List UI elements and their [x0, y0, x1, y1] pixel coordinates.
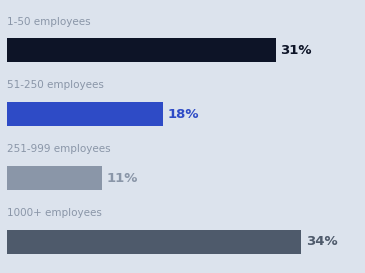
Text: 11%: 11% [107, 171, 138, 185]
Bar [7, 38, 276, 62]
Bar [7, 230, 301, 254]
Bar [7, 102, 163, 126]
Text: 1-50 employees: 1-50 employees [7, 17, 91, 26]
Text: 18%: 18% [168, 108, 199, 121]
Bar [7, 166, 103, 190]
Text: 51-250 employees: 51-250 employees [7, 81, 104, 90]
Text: 34%: 34% [306, 236, 337, 248]
Text: 251-999 employees: 251-999 employees [7, 144, 111, 155]
Text: 31%: 31% [280, 44, 311, 57]
Text: 1000+ employees: 1000+ employees [7, 208, 102, 218]
